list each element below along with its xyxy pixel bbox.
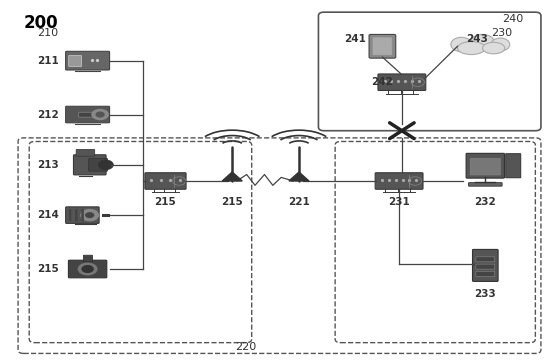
- FancyBboxPatch shape: [73, 155, 106, 175]
- FancyBboxPatch shape: [89, 159, 107, 171]
- FancyBboxPatch shape: [378, 74, 426, 90]
- FancyBboxPatch shape: [506, 154, 521, 178]
- Text: 243: 243: [466, 34, 488, 44]
- FancyBboxPatch shape: [476, 272, 495, 277]
- Circle shape: [96, 111, 105, 118]
- Text: 241: 241: [344, 34, 366, 44]
- Text: 231: 231: [388, 197, 410, 207]
- Text: 232: 232: [475, 197, 496, 207]
- Circle shape: [91, 109, 109, 120]
- Ellipse shape: [451, 37, 472, 52]
- Polygon shape: [289, 172, 309, 181]
- FancyBboxPatch shape: [82, 209, 84, 221]
- Circle shape: [78, 262, 98, 275]
- FancyBboxPatch shape: [68, 260, 107, 278]
- FancyBboxPatch shape: [69, 55, 82, 67]
- Text: 215: 215: [155, 197, 176, 207]
- Ellipse shape: [471, 34, 494, 50]
- FancyBboxPatch shape: [470, 158, 500, 175]
- FancyBboxPatch shape: [373, 38, 392, 55]
- Text: 242: 242: [372, 77, 394, 87]
- FancyBboxPatch shape: [65, 51, 110, 70]
- FancyBboxPatch shape: [75, 209, 78, 221]
- Circle shape: [81, 209, 98, 221]
- Circle shape: [98, 160, 113, 170]
- Ellipse shape: [457, 42, 485, 55]
- Text: 214: 214: [37, 210, 59, 220]
- FancyBboxPatch shape: [472, 249, 498, 281]
- FancyBboxPatch shape: [79, 112, 97, 117]
- FancyBboxPatch shape: [69, 209, 72, 221]
- Text: 221: 221: [288, 197, 310, 207]
- Text: 210: 210: [37, 28, 59, 38]
- FancyBboxPatch shape: [65, 106, 110, 123]
- FancyBboxPatch shape: [476, 264, 495, 269]
- Circle shape: [82, 265, 94, 273]
- Ellipse shape: [491, 38, 510, 51]
- Text: 200: 200: [23, 14, 58, 32]
- Text: 215: 215: [37, 264, 59, 274]
- Text: 211: 211: [37, 56, 59, 66]
- Text: 213: 213: [37, 160, 59, 170]
- Ellipse shape: [482, 42, 505, 54]
- FancyBboxPatch shape: [466, 153, 504, 178]
- Text: 233: 233: [475, 289, 496, 299]
- FancyBboxPatch shape: [476, 257, 495, 262]
- FancyBboxPatch shape: [369, 34, 396, 58]
- FancyBboxPatch shape: [83, 255, 92, 262]
- FancyBboxPatch shape: [65, 207, 99, 223]
- FancyBboxPatch shape: [375, 173, 423, 189]
- Text: 215: 215: [221, 197, 243, 207]
- Text: 230: 230: [491, 28, 512, 38]
- Text: 212: 212: [37, 110, 59, 119]
- Text: 220: 220: [235, 342, 256, 352]
- FancyBboxPatch shape: [76, 150, 94, 156]
- FancyBboxPatch shape: [468, 183, 502, 186]
- Circle shape: [85, 212, 94, 218]
- Polygon shape: [222, 172, 242, 181]
- FancyBboxPatch shape: [145, 173, 186, 189]
- Text: 240: 240: [502, 14, 523, 24]
